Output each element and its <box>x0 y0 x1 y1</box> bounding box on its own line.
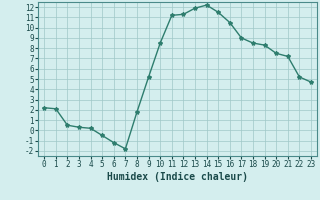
X-axis label: Humidex (Indice chaleur): Humidex (Indice chaleur) <box>107 172 248 182</box>
